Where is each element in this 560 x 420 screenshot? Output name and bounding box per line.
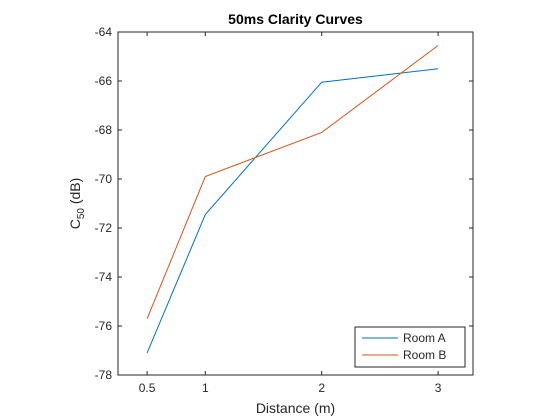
y-tick-label: -70 [95,172,113,186]
y-axis-label-suffix: (dB) [67,178,83,208]
legend-label: Room B [403,348,446,362]
y-tick-label: -68 [95,123,113,137]
y-tick-label: -72 [95,221,113,235]
legend: Room A Room B [354,326,466,368]
x-axis-label: Distance (m) [256,400,335,416]
y-tick-label: -66 [95,74,113,88]
series-line-2 [146,45,439,319]
x-tick-label: 0.5 [139,381,156,395]
y-tick-label: -76 [95,319,113,333]
y-axis-label-base: C [67,219,83,229]
chart-title: 50ms Clarity Curves [228,11,363,27]
axis-ticks: 0.5 1 2 3 -78 -76 -74 -72 -70 -68 -66 -64 [95,25,473,395]
plot-area [117,31,474,376]
y-axis-label-subscript: 50 [76,208,87,220]
legend-box [354,326,466,368]
y-tick-label: -74 [95,270,113,284]
x-tick-label: 3 [435,381,442,395]
x-tick-label: 2 [318,381,325,395]
y-axis-label: C50 (dB) [67,178,87,230]
legend-label: Room A [403,331,446,345]
series-line-1 [146,68,439,354]
x-tick-label: 1 [202,381,209,395]
y-tick-label: -64 [95,25,113,39]
y-tick-label: -78 [95,368,113,382]
series-group [146,45,439,354]
